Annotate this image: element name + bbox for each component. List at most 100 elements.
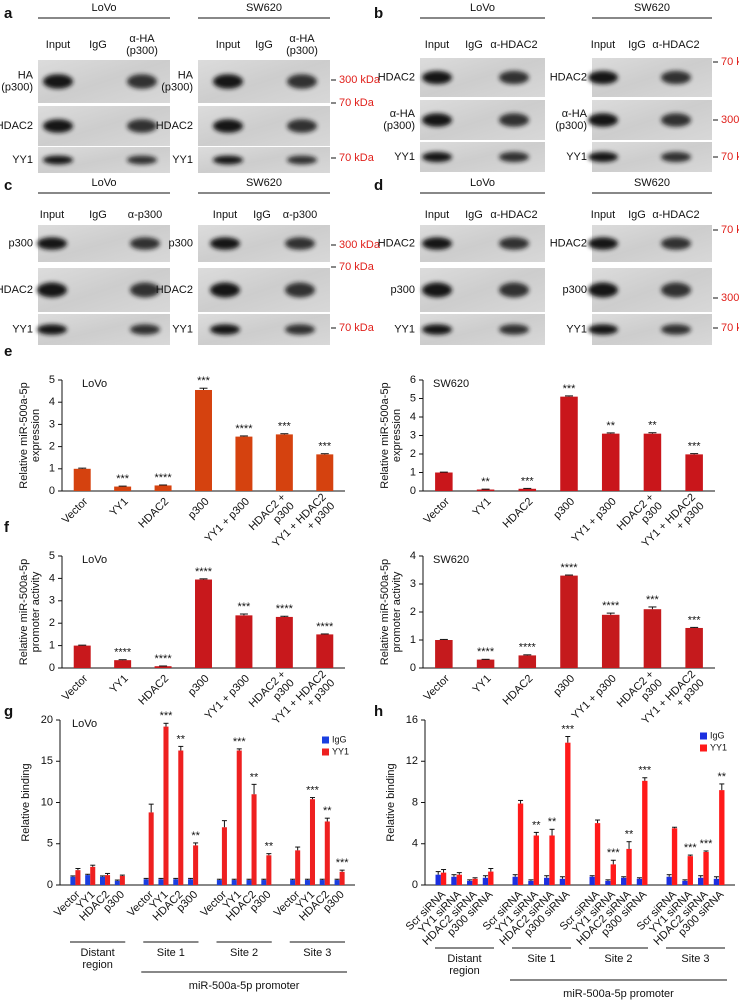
lane-label: Input <box>425 39 449 51</box>
chart-title: LoVo <box>82 554 107 566</box>
blot-band <box>285 282 315 298</box>
blot-band <box>127 74 157 89</box>
significance-label: **** <box>114 647 132 659</box>
significance-label: ** <box>625 829 634 841</box>
blot-band <box>661 282 691 298</box>
significance-label: *** <box>160 710 174 722</box>
bar <box>251 794 257 885</box>
bar <box>685 627 703 668</box>
bar <box>594 823 601 885</box>
lane-label: α-HDAC2 <box>652 39 699 51</box>
error-bar <box>698 875 704 878</box>
blot-row-label: p300 <box>169 237 193 249</box>
significance-label: *** <box>700 838 714 850</box>
blot-band <box>588 113 618 127</box>
error-bar <box>719 783 725 791</box>
y-tick-label: 16 <box>406 714 418 726</box>
error-bar <box>246 878 252 881</box>
x-tick-label: p300 <box>186 673 212 699</box>
bar <box>467 880 473 885</box>
error-bar <box>605 879 611 881</box>
y-axis-label: Relative miR-500a-5ppromoter activity <box>379 559 403 665</box>
legend-label: YY1 <box>332 746 349 756</box>
error-bar <box>261 878 267 881</box>
group-label: Distant region <box>447 953 481 977</box>
error-bar <box>143 877 149 880</box>
blot-band <box>285 324 315 335</box>
bar <box>549 835 555 885</box>
blot-band <box>422 70 452 85</box>
bar <box>73 645 91 668</box>
error-bar <box>472 877 478 879</box>
error-bar <box>610 859 616 865</box>
error-bar <box>467 879 473 881</box>
error-bar <box>334 878 340 881</box>
lane-label: IgG <box>89 39 107 51</box>
error-bar <box>158 877 164 880</box>
error-bar <box>666 874 672 877</box>
significance-label: *** <box>116 473 130 485</box>
cell-line-label: SW620 <box>634 177 670 189</box>
bar <box>601 433 620 491</box>
significance-label: *** <box>638 765 652 777</box>
bar <box>589 876 595 885</box>
bar <box>114 486 132 491</box>
bar <box>621 877 627 885</box>
lane-label: α-p300 <box>128 209 163 221</box>
bar <box>565 742 571 885</box>
error-bar <box>456 872 462 875</box>
bar <box>472 878 478 885</box>
bar <box>559 878 566 885</box>
bar <box>435 472 453 491</box>
lane-label: IgG <box>628 209 646 221</box>
significance-label: *** <box>563 383 577 395</box>
x-tick-label: Vector <box>60 495 91 526</box>
error-bar <box>451 874 457 877</box>
error-bar <box>193 842 199 846</box>
blot-band <box>37 282 67 298</box>
size-marker: 70 kDa <box>339 322 375 334</box>
error-bar <box>441 869 447 873</box>
x-tick-label: HDAC2 <box>501 673 536 708</box>
blot-row-label: HDAC2 <box>156 284 193 296</box>
error-bar <box>435 871 441 875</box>
x-tick-label: Vector <box>421 495 452 526</box>
lane-label: α-HDAC2 <box>490 209 537 221</box>
group-label: Site 2 <box>604 953 632 965</box>
chart-title: LoVo <box>82 378 107 390</box>
panel-letter: h <box>374 703 383 720</box>
error-bar <box>163 722 169 727</box>
bar <box>316 454 334 491</box>
error-bar <box>231 878 237 881</box>
blot-band <box>37 237 67 250</box>
size-marker: 300 kDa <box>721 292 739 304</box>
y-tick-label: 5 <box>49 550 55 562</box>
significance-label: **** <box>155 472 173 484</box>
bar <box>105 875 111 885</box>
blot-band <box>130 282 160 298</box>
blot-band <box>661 324 691 335</box>
lane-label: Input <box>46 39 70 51</box>
error-bar <box>320 453 329 455</box>
bar <box>334 880 340 885</box>
blot-band <box>661 113 691 127</box>
x-tick-label: YY1 + p300 <box>570 673 619 722</box>
y-tick-label: 0 <box>410 485 416 497</box>
bar <box>99 876 106 885</box>
size-marker: 300 kDa <box>339 74 381 86</box>
y-axis-label: Relative binding <box>20 763 32 841</box>
error-bar <box>290 878 296 881</box>
error-bar <box>216 878 222 881</box>
bar <box>636 878 643 885</box>
y-tick-label: 8 <box>412 796 418 808</box>
bar <box>90 866 96 885</box>
blot-band <box>499 324 529 335</box>
significance-label: ** <box>606 420 615 432</box>
lane-label: Input <box>213 209 237 221</box>
error-bar <box>295 846 301 851</box>
bar <box>512 876 518 885</box>
blot-band <box>499 70 529 85</box>
y-tick-label: 0 <box>412 879 418 891</box>
significance-label: *** <box>521 475 535 487</box>
lane-label: IgG <box>628 39 646 51</box>
